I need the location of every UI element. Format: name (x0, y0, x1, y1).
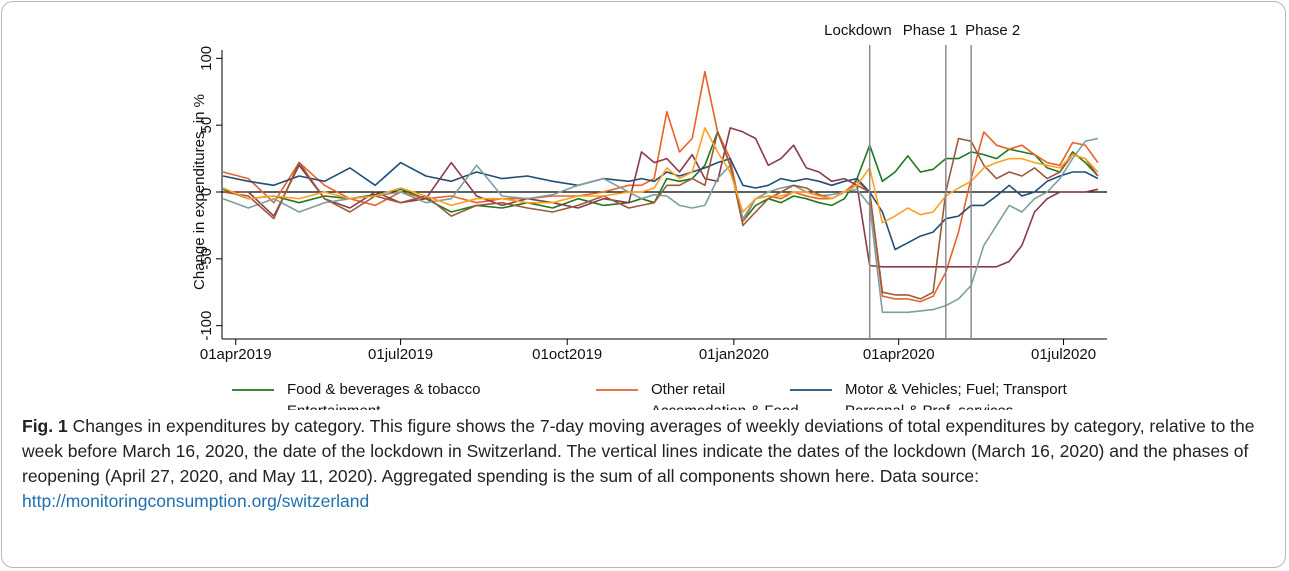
series-line (222, 127, 1099, 224)
legend-label: Personal & Prof. services (845, 402, 1013, 410)
y-axis-title: Change in expenditures, in % (191, 94, 208, 290)
event-label: Lockdown (824, 22, 892, 39)
y-tick-label: -50 (198, 248, 215, 270)
event-label: Phase 1 (903, 22, 958, 39)
legend-label: Other retail (651, 381, 725, 398)
series-line (222, 131, 1099, 300)
y-tick-label: 0 (198, 188, 215, 196)
series-line (223, 127, 1099, 268)
caption-label: Fig. 1 (22, 416, 68, 436)
x-tick-label: 01apr2020 (863, 346, 935, 363)
legend-label: Accomodation & Food (651, 402, 799, 410)
x-tick-label: 01oct2019 (532, 346, 602, 363)
legend-label: Motor & Vehicles; Fuel; Transport (845, 381, 1068, 398)
legend-label: Food & beverages & tobacco (287, 381, 480, 398)
caption-text: Changes in expenditures by category. Thi… (22, 416, 1255, 486)
caption: Fig. 1 Changes in expenditures by catego… (22, 414, 1267, 514)
y-tick-label: 100 (198, 46, 215, 71)
event-label: Phase 2 (965, 22, 1020, 39)
series-line (222, 157, 1099, 251)
legend-label: Entertainment (287, 402, 381, 410)
series-line (222, 131, 1099, 223)
chart: Change in expenditures, in % -100 -50 0 50 1… (191, 22, 1107, 410)
x-tick-label: 01jan2020 (699, 346, 769, 363)
caption-link[interactable]: http://monitoringconsumption.org/switzer… (22, 491, 370, 511)
x-tick-label: 01apr2019 (200, 346, 272, 363)
x-tick-label: 01jul2019 (368, 346, 433, 363)
series-line (222, 137, 1099, 314)
y-tick-label: 50 (198, 117, 215, 134)
x-tick-label: 01jul2020 (1031, 346, 1096, 363)
y-tick-label: -100 (198, 311, 215, 341)
